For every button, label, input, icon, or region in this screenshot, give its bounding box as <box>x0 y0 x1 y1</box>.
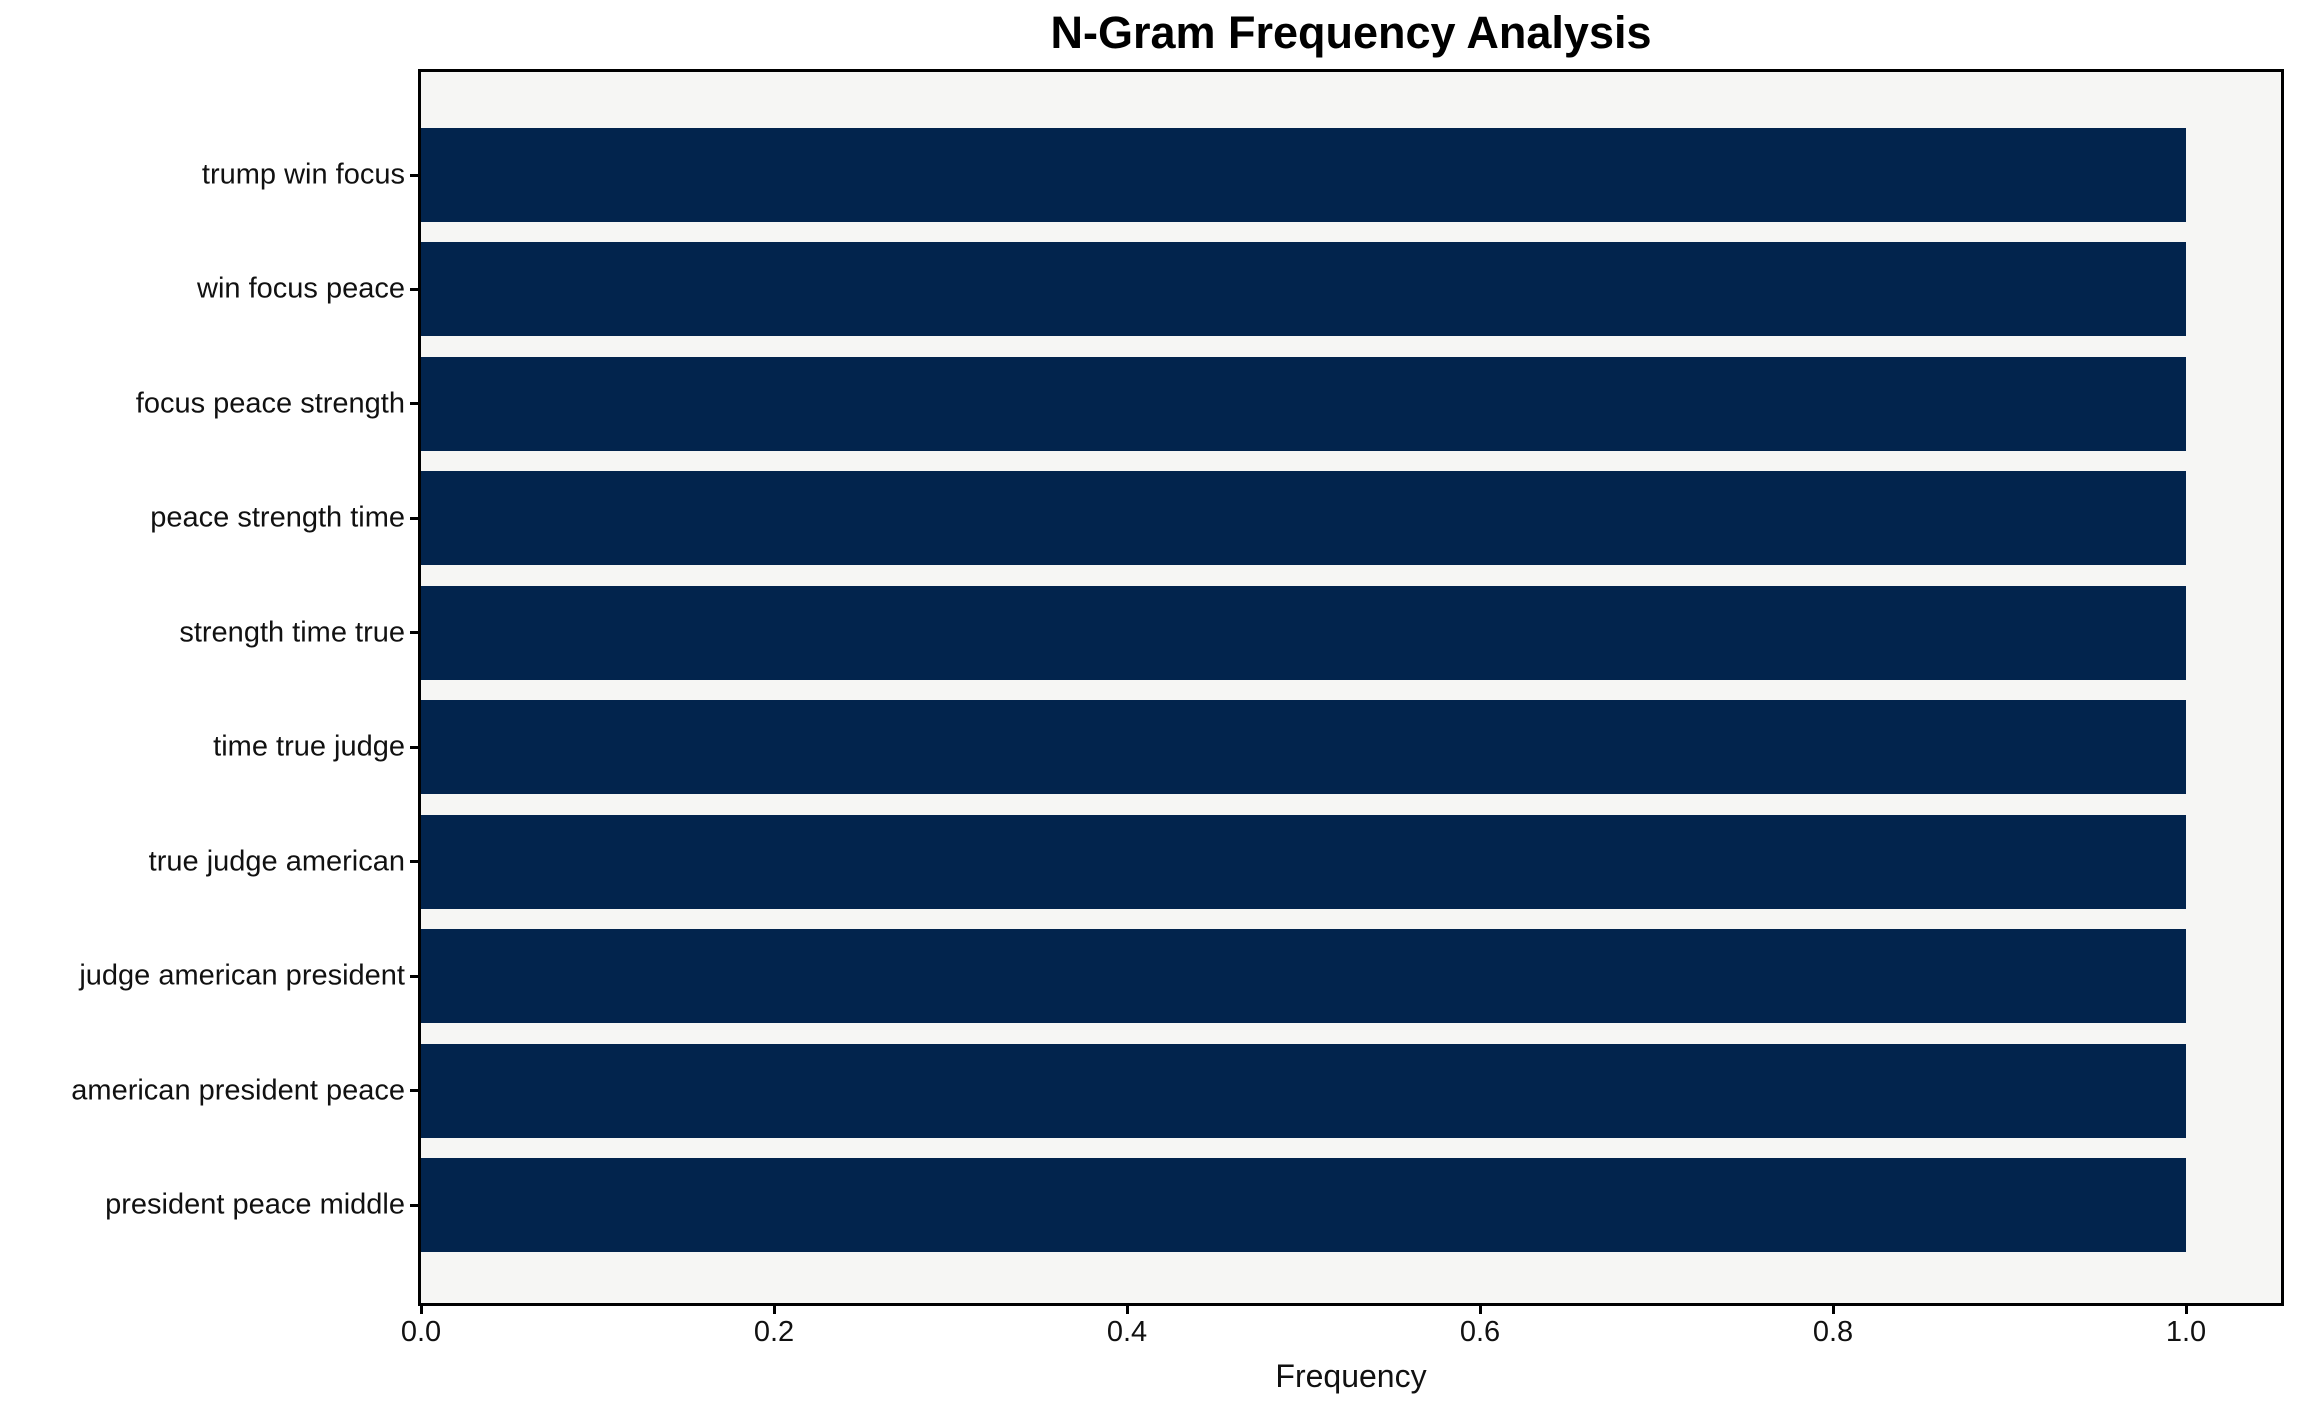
y-tick-label: president peace middle <box>105 1188 405 1221</box>
y-tick-mark <box>410 516 421 520</box>
y-tick-label: american president peace <box>71 1074 405 1107</box>
x-tick-mark <box>1831 1303 1835 1314</box>
y-tick-mark <box>410 173 421 177</box>
bar <box>421 128 2186 222</box>
y-tick-label: time true judge <box>213 730 405 763</box>
x-tick-label: 0.4 <box>1106 1316 1148 1348</box>
y-tick-mark <box>410 402 421 406</box>
x-tick-mark <box>772 1303 776 1314</box>
y-tick-label: judge american president <box>79 959 405 992</box>
y-tick-label: win focus peace <box>197 272 405 305</box>
bar <box>421 356 2186 451</box>
x-tick-label: 0.2 <box>753 1316 795 1348</box>
y-tick-mark <box>410 1203 421 1207</box>
x-tick-label: 1.0 <box>2165 1316 2207 1348</box>
chart-title: N-Gram Frequency Analysis <box>1050 7 1652 58</box>
y-tick-mark <box>410 1089 421 1093</box>
bar <box>421 242 2186 337</box>
y-tick-mark <box>410 287 421 291</box>
bar <box>421 1158 2186 1253</box>
bar <box>421 1043 2186 1138</box>
y-tick-label: peace strength time <box>150 501 405 534</box>
y-tick-mark <box>410 745 421 749</box>
x-tick-mark <box>1125 1303 1129 1314</box>
y-tick-label: true judge american <box>148 845 405 878</box>
y-tick-mark <box>410 974 421 978</box>
x-tick-label: 0.6 <box>1459 1316 1501 1348</box>
x-tick-mark <box>2184 1303 2188 1314</box>
y-tick-mark <box>410 631 421 635</box>
bar <box>421 929 2186 1024</box>
x-tick-label: 0.0 <box>400 1316 442 1348</box>
x-tick-label: 0.8 <box>1812 1316 1854 1348</box>
bar <box>421 585 2186 680</box>
bar <box>421 700 2186 795</box>
x-axis-label: Frequency <box>1275 1358 1427 1394</box>
y-tick-label: focus peace strength <box>135 387 405 420</box>
y-tick-mark <box>410 860 421 864</box>
plot-area <box>418 69 2284 1306</box>
x-tick-mark <box>419 1303 423 1314</box>
y-tick-label: trump win focus <box>201 158 405 191</box>
y-tick-label: strength time true <box>179 616 405 649</box>
x-tick-mark <box>1478 1303 1482 1314</box>
bar <box>421 814 2186 909</box>
bar <box>421 471 2186 566</box>
